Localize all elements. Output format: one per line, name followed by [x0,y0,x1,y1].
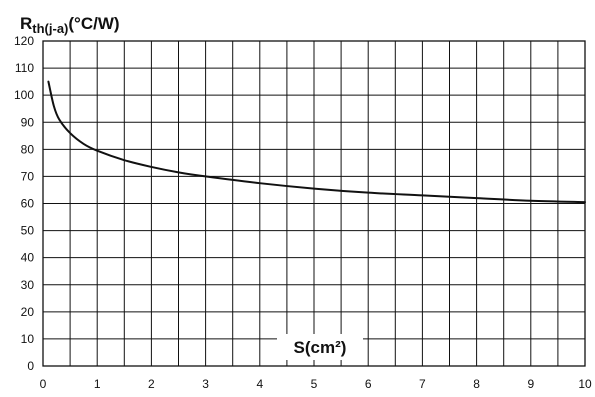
y-axis-label-unit: (°C/W) [68,14,119,33]
x-axis-label: S(cm²) [294,338,347,357]
grid [42,40,586,367]
x-tick-label: 8 [473,377,480,391]
x-tick-label: 0 [40,377,47,391]
y-tick-label: 20 [21,305,35,319]
x-tick-label: 1 [94,377,101,391]
x-axis-label-background [277,334,363,360]
plot-frame [42,40,586,367]
x-tick-label: 6 [365,377,372,391]
y-tick-label: 10 [21,332,35,346]
y-tick-label: 110 [15,61,34,75]
x-tick-label: 3 [202,377,209,391]
y-tick-label: 80 [21,142,35,156]
x-tick-label: 4 [256,377,263,391]
y-tick-label: 30 [21,278,35,292]
y-tick-label: 70 [21,169,35,183]
y-axis-label: Rth(j-a)(°C/W) [20,14,120,36]
y-tick-label: 90 [21,115,35,129]
x-tick-label: 2 [148,377,155,391]
y-tick-label: 60 [21,197,35,211]
series-layer [47,80,586,204]
y-tick-label: 120 [14,34,34,48]
y-axis-label-main: R [20,14,32,33]
y-axis-ticks: 0 10 20 30 40 50 60 70 80 90 100 110 120 [14,34,34,373]
x-tick-label: 10 [578,377,592,391]
x-axis-ticks: 0 1 2 3 4 5 6 7 8 9 10 [40,377,592,391]
x-tick-label: 9 [527,377,534,391]
y-tick-label: 40 [21,251,35,265]
series-line [47,80,586,204]
x-tick-label: 7 [419,377,426,391]
y-tick-label: 100 [14,88,34,102]
y-tick-label: 0 [27,359,34,373]
y-tick-label: 50 [21,224,35,238]
y-axis-label-subscript: th(j-a) [32,21,68,36]
x-tick-label: 5 [311,377,318,391]
